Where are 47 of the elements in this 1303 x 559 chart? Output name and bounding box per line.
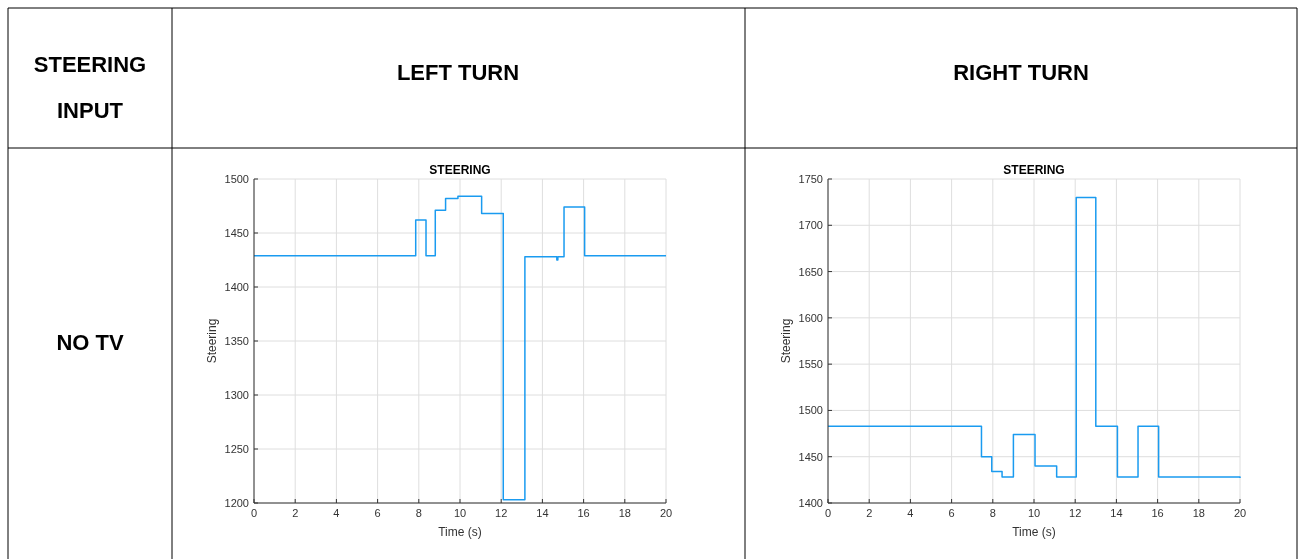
y-tick-label: 1500 [798, 404, 823, 417]
chart-title: STEERING [1003, 163, 1065, 177]
y-tick-label: 1250 [224, 443, 249, 455]
x-axis-title: Time (s) [1012, 525, 1056, 539]
x-tick-label: 6 [948, 507, 955, 519]
text: NO TV [56, 330, 124, 355]
y-tick-label: 1450 [224, 227, 249, 239]
y-tick-label: 1300 [224, 389, 249, 401]
y-tick-label: 1550 [798, 358, 823, 371]
text: LEFT TURN [396, 60, 520, 85]
y-tick-label: 1500 [224, 173, 249, 185]
chart-title: STEERING [429, 163, 491, 177]
y-tick-label: 1200 [224, 497, 249, 509]
x-tick-label: 10 [453, 507, 467, 519]
x-tick-label: 20 [659, 507, 673, 519]
x-tick-label: 18 [1192, 507, 1205, 519]
y-tick-label: 1600 [798, 311, 823, 324]
x-tick-label: 4 [333, 507, 340, 519]
x-tick-label: 8 [415, 507, 422, 519]
x-tick-label: 16 [1151, 507, 1164, 519]
y-tick-label: 1450 [798, 450, 823, 463]
y-axis-title: Steering [205, 318, 219, 364]
x-tick-label: 0 [250, 507, 258, 519]
x-tick-label: 12 [1069, 507, 1082, 519]
x-tick-label: 4 [907, 507, 914, 519]
x-tick-label: 6 [374, 507, 381, 519]
text: RIGHT TURN [953, 60, 1089, 85]
x-tick-label: 14 [1110, 507, 1123, 519]
text: STEERING INPUT [33, 52, 147, 123]
x-tick-label: 14 [536, 507, 549, 519]
x-tick-label: 2 [292, 507, 299, 519]
y-axis-title: Steering [779, 318, 793, 364]
x-tick-label: 16 [577, 507, 590, 519]
x-tick-label: 2 [866, 507, 873, 519]
y-tick-label: 1350 [224, 335, 249, 347]
x-axis-title: Time (s) [438, 525, 482, 539]
y-tick-label: 1650 [798, 265, 823, 278]
x-tick-label: 12 [495, 507, 508, 519]
x-tick-label: 20 [1233, 507, 1247, 519]
x-tick-label: 8 [989, 507, 996, 519]
x-tick-label: 10 [1027, 507, 1041, 519]
x-tick-label: 0 [824, 507, 832, 519]
y-tick-label: 1400 [224, 281, 249, 293]
x-tick-label: 18 [618, 507, 631, 519]
y-tick-label: 1400 [798, 497, 823, 509]
y-tick-label: 1700 [798, 219, 823, 232]
y-tick-label: 1750 [798, 173, 823, 185]
